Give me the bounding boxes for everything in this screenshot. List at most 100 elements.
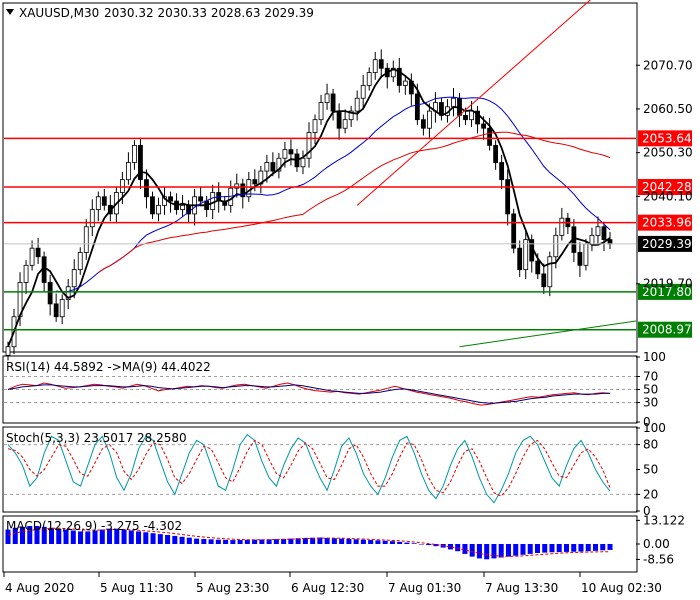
macd-bar: [600, 544, 606, 551]
candle-body: [396, 67, 402, 86]
candle-body: [505, 179, 511, 215]
macd-bar: [266, 539, 272, 544]
candle-body: [577, 252, 583, 266]
macd-bar: [484, 544, 490, 560]
indicator-tick-label: -8.56: [643, 552, 674, 566]
macd-bar: [244, 539, 250, 544]
candle-body: [59, 299, 65, 318]
price-tick-label: 2040.10: [643, 189, 693, 203]
candle-body: [481, 123, 486, 129]
macd-bar: [208, 539, 214, 544]
candle-body: [420, 119, 426, 129]
price-panel-frame: [2, 2, 638, 353]
macd-signal-line: [7, 527, 611, 557]
macd-bar: [317, 537, 323, 544]
candle-body: [246, 179, 252, 198]
y-axis-labels: 2070.70 2060.50 2050.30 2040.10 2019.70 100 70…: [636, 58, 693, 566]
macd-bar: [288, 538, 294, 544]
candle-body: [156, 204, 161, 215]
level-lines: 2053.64 2042.28 2033.96 2017.80 2008.97 2029.…: [4, 130, 692, 338]
candle-body: [138, 144, 143, 181]
candle-body: [101, 196, 107, 206]
macd-bar: [223, 539, 229, 544]
macd-bar: [259, 539, 265, 544]
macd-bar: [389, 541, 395, 544]
stoch-panel-frame: [2, 426, 638, 513]
macd-bar: [324, 537, 330, 544]
indicator-tick-label: 20: [643, 487, 658, 501]
macd-bar: [136, 531, 142, 544]
macd-bar: [411, 543, 417, 544]
candle-body: [150, 196, 155, 215]
macd-bar: [70, 530, 76, 544]
candle-body: [270, 162, 276, 172]
rsi-ma-line: [7, 384, 610, 404]
candle-body: [517, 247, 523, 271]
time-tick-label: 5 Aug 11:30: [100, 581, 173, 595]
stoch-series-layer: [7, 433, 611, 504]
macd-bar: [41, 526, 47, 544]
level-tag-label: 2033.96: [642, 216, 692, 230]
macd-bar: [78, 531, 84, 544]
ma-fast-line: [7, 68, 611, 348]
candle-body: [487, 127, 493, 146]
candle-body: [210, 192, 216, 211]
candle-body: [451, 97, 456, 108]
macd-label: MACD(12,26,9) -3.275 -4.302: [6, 519, 182, 533]
macd-bar: [194, 538, 200, 544]
macd-bar: [85, 531, 91, 544]
macd-bar: [447, 544, 453, 550]
macd-bar: [534, 544, 540, 553]
candle-body: [324, 93, 330, 103]
stoch-label: Stoch(5,3,3) 23.5017 28.2580: [6, 431, 187, 445]
macd-bar: [353, 539, 359, 544]
candle-body: [144, 179, 149, 198]
macd-bar: [215, 539, 221, 544]
candle-body: [595, 226, 601, 236]
candle-body: [541, 273, 547, 288]
candle-body: [559, 217, 565, 236]
current-price-label: 2029.39: [642, 237, 692, 251]
candle-body: [65, 286, 71, 300]
macd-bar: [186, 537, 192, 544]
indicator-tick-label: 100: [643, 421, 666, 435]
macd-bar: [107, 528, 113, 544]
macd-bar: [368, 540, 374, 544]
macd-bar: [128, 530, 134, 544]
candle-body: [523, 239, 529, 271]
candle-body: [583, 243, 589, 266]
indicator-tick-label: 100: [643, 350, 666, 364]
price-tick-label: 2050.30: [643, 146, 693, 160]
candle-body: [35, 247, 41, 258]
chart-symbol-title: XAUUSD,M30: [19, 6, 99, 20]
candle-body: [366, 72, 372, 86]
chart-menu-triangle-icon[interactable]: [6, 9, 14, 15]
current-price-tag: [638, 235, 692, 252]
candle-body: [168, 196, 173, 202]
candle-body: [95, 196, 101, 211]
macd-bar: [165, 535, 171, 544]
macd-bar: [549, 544, 555, 553]
candle-body: [264, 162, 270, 172]
trend-line-green: [459, 320, 637, 348]
candle-body: [5, 346, 11, 356]
macd-bar: [360, 539, 366, 544]
candle-body: [312, 119, 318, 133]
macd-bar: [527, 544, 533, 554]
macd-bar: [469, 544, 475, 557]
macd-bar: [34, 526, 40, 544]
candle-body: [300, 157, 306, 168]
macd-bar: [505, 544, 511, 557]
candle-body: [589, 234, 595, 245]
level-tag-label: 2042.28: [642, 180, 692, 194]
macd-bar: [520, 544, 526, 555]
candle-body: [23, 264, 29, 283]
macd-bar: [607, 544, 613, 550]
macd-bar: [476, 544, 482, 559]
time-axis: 4 Aug 2020 5 Aug 11:30 5 Aug 23:30 6 Aug 12…: [3, 572, 662, 595]
macd-bar: [302, 537, 308, 544]
macd-bar: [404, 542, 410, 544]
macd-bar: [556, 544, 562, 553]
macd-bar: [19, 526, 26, 544]
